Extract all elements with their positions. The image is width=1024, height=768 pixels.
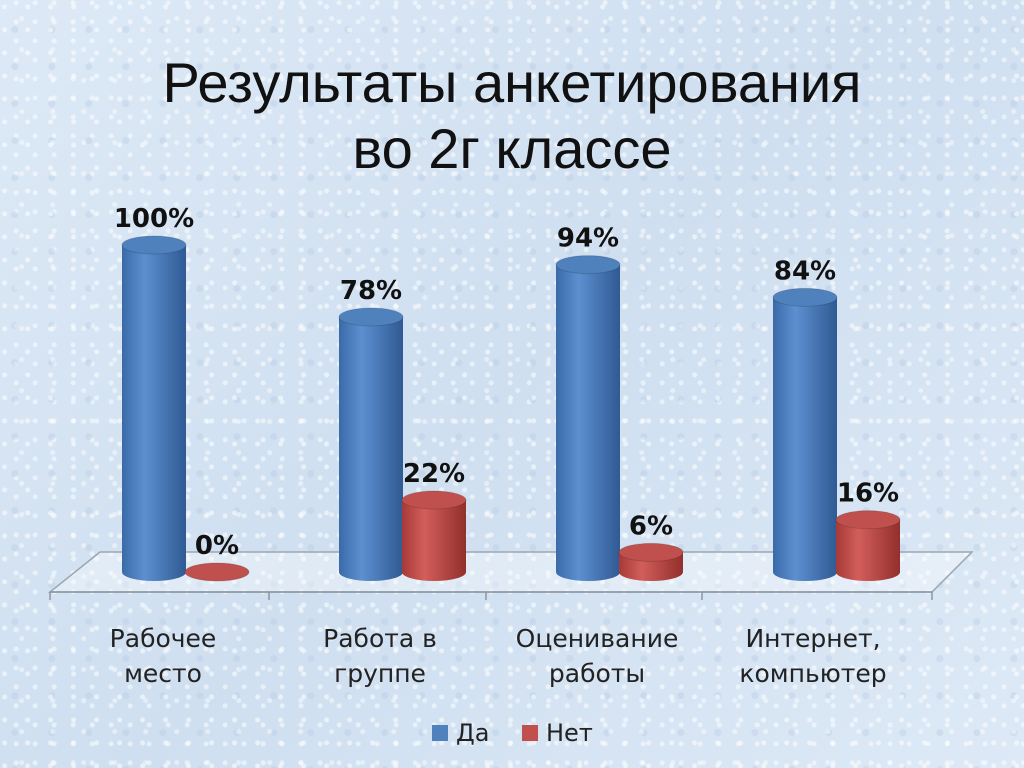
- data-label: 22%: [403, 459, 465, 489]
- title-line-2: во 2г классе: [352, 117, 672, 180]
- bar-yes-3: [772, 287, 838, 581]
- category-label: Рабочее место: [110, 624, 217, 688]
- title-line-1: Результаты анкетирования: [162, 51, 862, 114]
- chart-category-labels: Рабочее место Работа в группе Оценивание рабо…: [110, 624, 887, 688]
- legend-item-yes: Да: [432, 719, 489, 747]
- data-label: 84%: [774, 256, 836, 286]
- category-label: Работа в группе: [323, 624, 437, 688]
- bar-no-1: [401, 490, 467, 581]
- bar-body: [122, 245, 186, 581]
- bar-top-cap: [772, 287, 838, 307]
- bar-body: [556, 264, 620, 581]
- data-label: 6%: [629, 511, 673, 541]
- bar-top-cap: [401, 490, 467, 510]
- bar-no-2: [618, 542, 684, 581]
- bar-no-3: [835, 510, 901, 581]
- legend-swatch: [432, 725, 448, 741]
- bar-no-0: [184, 562, 250, 582]
- bar-body: [402, 500, 466, 581]
- data-label: 78%: [340, 276, 402, 306]
- bar-top-cap: [618, 542, 684, 562]
- data-label: 16%: [837, 479, 899, 509]
- data-label: 100%: [114, 204, 194, 234]
- category-label: Интернет, компьютер: [739, 624, 886, 688]
- chart-bars: [121, 235, 901, 582]
- legend-item-no: Нет: [522, 719, 593, 747]
- bar-top-cap: [184, 562, 250, 582]
- bar-top-cap: [338, 307, 404, 327]
- legend-label: Нет: [546, 719, 593, 747]
- legend-swatch: [522, 725, 538, 741]
- chart-floor: [47, 551, 974, 600]
- bar-body: [339, 316, 403, 581]
- data-label: 94%: [557, 224, 619, 254]
- bar-yes-1: [338, 307, 404, 581]
- bar-top-cap: [835, 510, 901, 530]
- bar-body: [773, 297, 837, 581]
- bar-top-cap: [121, 235, 187, 255]
- bar-body: [836, 519, 900, 581]
- legend-label: Да: [456, 719, 489, 747]
- bar-top-cap: [555, 255, 621, 275]
- chart-legend: Да Нет: [432, 719, 593, 747]
- category-label: Оценивание работы: [516, 624, 679, 688]
- chart-data-labels: 100% 78% 94% 84% 0% 22% 6% 16%: [114, 204, 899, 561]
- page-title: Результаты анкетирования во 2г классе: [0, 50, 1024, 182]
- bar-yes-0: [121, 235, 187, 581]
- bar-yes-2: [555, 255, 621, 581]
- data-label: 0%: [195, 531, 239, 561]
